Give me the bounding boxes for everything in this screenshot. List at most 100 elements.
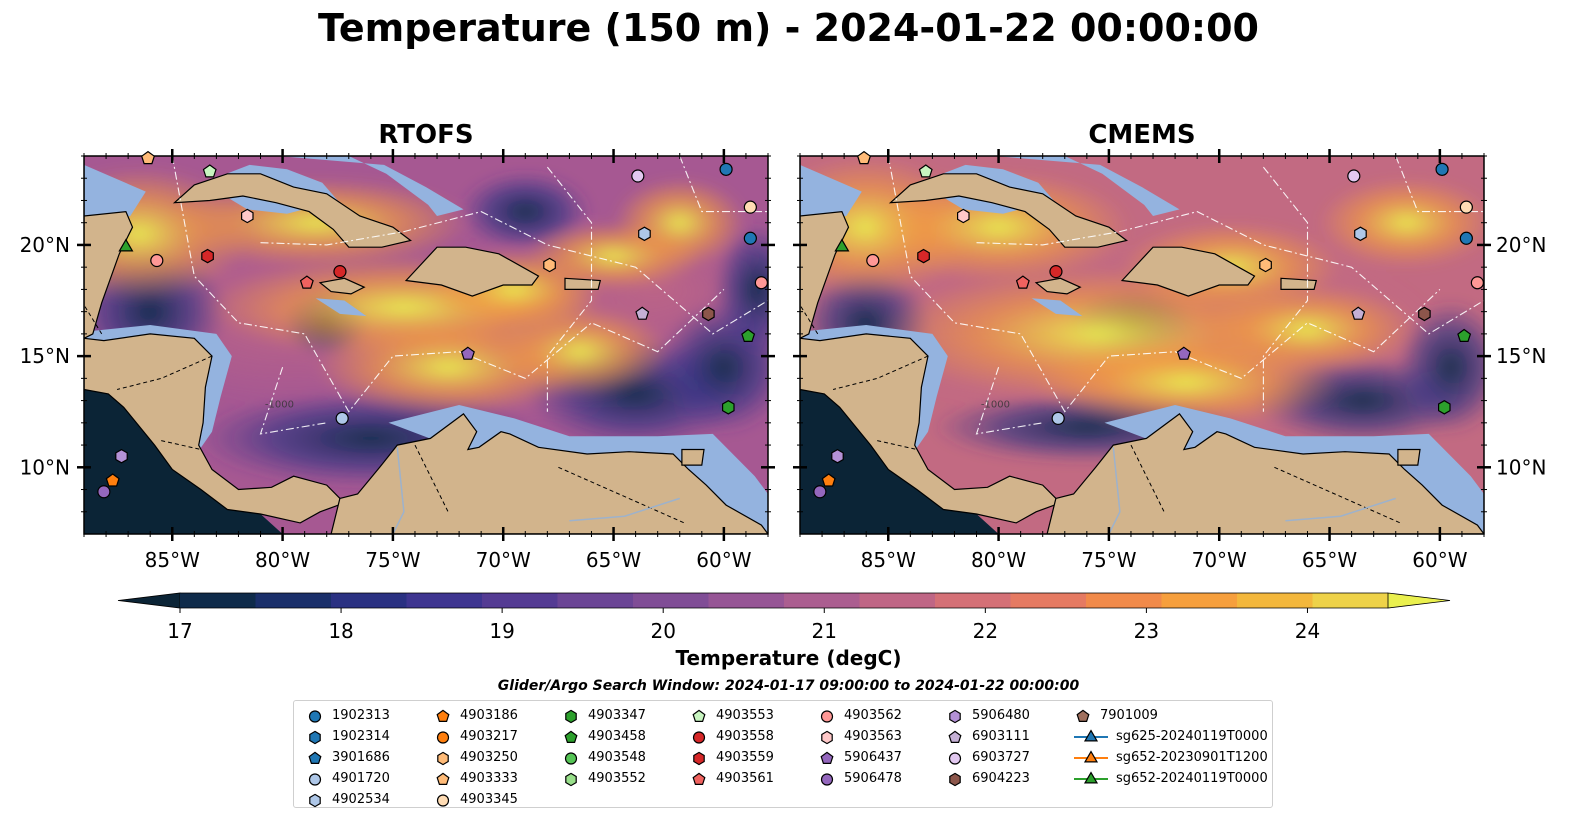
float-marker-5906480: [115, 448, 128, 464]
legend-marker-icon: [1074, 770, 1108, 783]
legend-marker-icon: [1074, 749, 1108, 762]
float-marker-sg652-20240119T0000: [118, 238, 134, 252]
legend-marker-icon: [949, 772, 961, 786]
float-marker-4903563: [956, 208, 970, 224]
legend-column: 4903553 4903558 4903559 4903561: [690, 705, 774, 789]
legend-marker: [1083, 728, 1099, 741]
lon-tick-label: 75°W: [365, 548, 420, 572]
legend-item: 1902314: [306, 726, 390, 747]
legend-marker-icon: [436, 730, 450, 744]
legend-label: 1902313: [332, 708, 390, 723]
lon-tick-label: 65°W: [586, 548, 641, 572]
legend-label: 5906478: [844, 771, 902, 786]
legend-marker: [821, 730, 833, 744]
float-marker-5906437: [460, 346, 475, 360]
float-marker-4903345: [743, 200, 757, 214]
legend-marker: [1076, 709, 1090, 722]
float-marker-4903559: [201, 248, 214, 264]
legend-label: 1902314: [332, 729, 390, 744]
legend-marker-icon: [948, 751, 962, 765]
float-marker-5906437: [1176, 346, 1191, 360]
legend-marker-icon: [309, 793, 321, 807]
float-marker-4903562: [866, 253, 880, 268]
svg-text:-1000: -1000: [265, 399, 294, 410]
legend-marker-icon: [437, 751, 449, 765]
legend-marker-icon: [308, 751, 322, 764]
temperature-colorbar: 17 18 19 20 21 22 23 24: [117, 592, 1451, 643]
legend-label: 4903562: [844, 708, 902, 723]
legend-item: 4903559: [690, 747, 774, 768]
colorbar-segment: [784, 593, 860, 608]
legend-item: 6903727: [946, 747, 1030, 768]
legend-marker-icon: [309, 730, 321, 744]
legend-item: 1902313: [306, 705, 390, 726]
legend-marker: [948, 751, 962, 765]
float-marker-1902313: [1435, 162, 1449, 176]
float-marker-4903562: [150, 253, 164, 268]
legend-column: 1902313 1902314 3901686 4901720 4902534: [306, 705, 390, 810]
legend-label: sg625-20240119T0000: [1116, 729, 1268, 744]
float-marker-6903111: [1351, 306, 1366, 320]
legend-item: 4903333: [434, 768, 518, 789]
legend-marker-icon: [949, 709, 961, 723]
legend-item: 6903111: [946, 726, 1030, 747]
lon-tick-label: 70°W: [1192, 548, 1247, 572]
float-marker-4903561: [1015, 275, 1030, 289]
legend-marker: [564, 751, 578, 765]
legend-item: 4903250: [434, 747, 518, 768]
legend-label: sg652-20230901T1200: [1116, 750, 1268, 765]
legend-marker-icon: [692, 730, 706, 744]
colorbar-segment: [180, 593, 256, 608]
legend-label: 7901009: [1100, 708, 1158, 723]
legend-label: 4903548: [588, 750, 646, 765]
legend-marker: [309, 793, 321, 807]
legend-marker-icon: [564, 751, 578, 765]
legend-marker-icon: [948, 730, 962, 743]
float-marker-4903458: [1457, 328, 1472, 342]
colorbar-segment: [1237, 593, 1313, 608]
legend-label: 4903345: [460, 792, 518, 807]
lon-tick-label: 85°W: [861, 548, 916, 572]
lat-tick-label: 20°N: [1496, 233, 1546, 257]
float-marker-4903333: [140, 150, 156, 165]
float-marker-1902313: [1459, 231, 1473, 245]
rtofs-map: -1000: [84, 156, 768, 534]
legend-marker-icon: [1076, 709, 1090, 722]
legend-marker: [565, 709, 577, 723]
legend-label: 5906480: [972, 708, 1030, 723]
legend-item: sg625-20240119T0000: [1074, 726, 1268, 747]
search-window-text: Glider/Argo Search Window: 2024-01-17 09…: [497, 678, 1080, 694]
legend-label: 4902534: [332, 792, 390, 807]
legend-item: 4903345: [434, 789, 518, 810]
legend-marker-icon: [308, 772, 322, 786]
legend-marker: [949, 709, 961, 723]
legend-item: 7901009: [1074, 705, 1268, 726]
legend-marker: [436, 730, 450, 744]
colorbar-segment: [482, 593, 558, 608]
legend-column: 4903186 4903217 4903250 4903333 4903345: [434, 705, 518, 810]
colorbar-tick-label: 18: [328, 619, 353, 643]
legend-label: 5906437: [844, 750, 902, 765]
legend-label: 4903333: [460, 771, 518, 786]
float-marker-4903558: [333, 265, 347, 279]
legend-marker-icon: [820, 751, 834, 764]
lon-tick-label: 65°W: [1302, 548, 1357, 572]
legend-label: 4903186: [460, 708, 518, 723]
legend-marker: [692, 772, 706, 785]
legend-item: 5906478: [818, 768, 902, 789]
float-marker-4903553: [918, 164, 933, 178]
legend-marker-icon: [821, 730, 833, 744]
legend-marker-icon: [693, 751, 705, 765]
float-marker-4903558: [1049, 265, 1063, 279]
rtofs-panel-title: RTOFS: [378, 120, 474, 150]
legend-label: 4903558: [716, 729, 774, 744]
legend-label: 3901686: [332, 750, 390, 765]
float-marker-5906478: [97, 485, 111, 499]
colorbar-segment: [633, 593, 709, 608]
colorbar-extend-high: [1387, 592, 1451, 609]
legend-marker-icon: [308, 709, 322, 723]
legend-label: 4903347: [588, 708, 646, 723]
float-marker-5906478: [813, 485, 827, 499]
figure-title: Temperature (150 m) - 2024-01-22 00:00:0…: [317, 6, 1259, 50]
legend-marker: [1083, 770, 1099, 783]
